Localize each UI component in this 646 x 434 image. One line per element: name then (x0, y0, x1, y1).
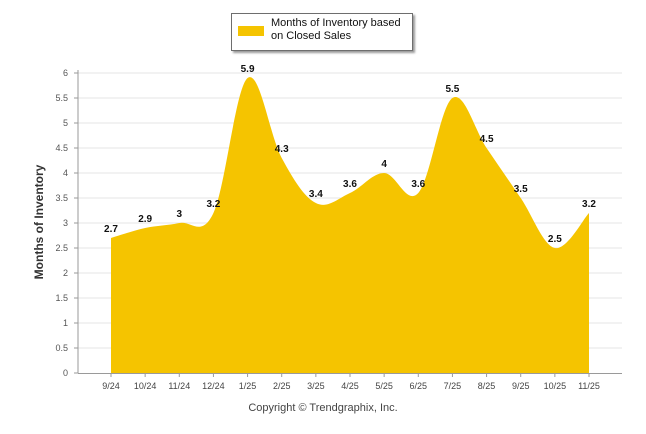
copyright-text: Copyright © Trendgraphix, Inc. (248, 402, 398, 414)
data-label: 4.5 (480, 134, 494, 145)
y-tick-label: 2 (63, 268, 68, 278)
x-tick-label: 1/25 (239, 381, 257, 391)
data-label: 3.6 (411, 179, 425, 190)
y-tick-label: 4 (63, 168, 68, 178)
data-label: 4 (381, 159, 387, 170)
x-axis-ticks: 9/24 10/24 11/24 12/24 1/25 2/25 3/25 4/25 5/25 6… (102, 373, 600, 391)
y-axis-ticks: 0 0.5 1 1.5 2 2.5 3 3.5 4 4.5 5 5.5 6 (55, 68, 78, 378)
x-tick-label: 9/25 (512, 381, 530, 391)
x-tick-label: 3/25 (307, 381, 325, 391)
x-tick-label: 10/24 (134, 381, 157, 391)
x-tick-label: 5/25 (375, 381, 393, 391)
y-tick-label: 3.5 (55, 193, 68, 203)
data-label: 3 (177, 209, 183, 220)
x-tick-label: 2/25 (273, 381, 291, 391)
data-label: 3.2 (582, 199, 596, 210)
data-label: 2.9 (138, 214, 152, 225)
data-label: 2.5 (548, 234, 562, 245)
y-tick-label: 5 (63, 118, 68, 128)
x-tick-label: 9/24 (102, 381, 120, 391)
x-tick-label: 12/24 (202, 381, 225, 391)
area-series (111, 77, 589, 373)
data-label: 3.2 (206, 199, 220, 210)
x-tick-label: 11/24 (168, 381, 190, 391)
data-label: 5.9 (241, 64, 255, 75)
y-tick-label: 5.5 (55, 93, 68, 103)
x-tick-label: 8/25 (478, 381, 496, 391)
y-tick-label: 4.5 (55, 143, 68, 153)
data-label: 3.6 (343, 179, 357, 190)
y-tick-label: 3 (63, 218, 68, 228)
data-label: 5.5 (445, 84, 459, 95)
x-tick-label: 11/25 (578, 381, 600, 391)
y-tick-label: 1.5 (55, 293, 68, 303)
y-tick-label: 0.5 (55, 343, 68, 353)
data-label: 2.7 (104, 224, 118, 235)
x-tick-label: 6/25 (410, 381, 428, 391)
legend: Months of Inventory based on Closed Sale… (231, 13, 413, 51)
x-tick-label: 7/25 (444, 381, 462, 391)
x-tick-label: 4/25 (341, 381, 359, 391)
y-tick-label: 6 (63, 68, 68, 78)
x-tick-label: 10/25 (544, 381, 567, 391)
data-label: 4.3 (275, 144, 289, 155)
data-labels: 2.7 2.9 3 3.2 5.9 4.3 3.4 3.6 4 3.6 5.5 4.5 3.5 2.5 3.… (104, 64, 596, 245)
y-tick-label: 2.5 (55, 243, 68, 253)
y-tick-label: 0 (63, 368, 68, 378)
legend-label: Months of Inventory based on Closed Sale… (271, 17, 401, 42)
y-axis-label: Months of Inventory (32, 164, 46, 279)
y-tick-label: 1 (63, 318, 68, 328)
data-label: 3.4 (309, 189, 323, 200)
legend-swatch (238, 26, 264, 36)
data-label: 3.5 (514, 184, 528, 195)
